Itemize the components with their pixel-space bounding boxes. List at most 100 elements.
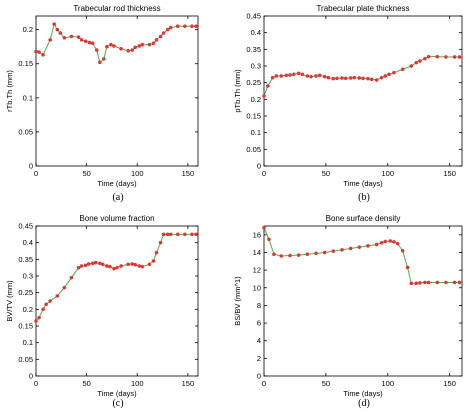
data-point [158,240,163,245]
data-point [452,280,457,285]
y-tick-label: 0 [29,162,33,171]
chart-title: Trabecular rod thickness [73,4,160,13]
x-tick-label: 50 [82,379,90,388]
y-tick-label: 0.35 [18,255,33,264]
data-point [55,27,60,32]
data-point [194,232,198,237]
data-point [52,22,57,26]
data-point [87,40,92,45]
y-tick-label: 0 [29,372,33,381]
data-point [361,76,365,81]
data-point [423,280,427,285]
data-point [340,248,344,252]
data-point [457,280,462,285]
data-point [357,245,362,249]
data-point [151,259,156,263]
data-point [62,285,67,290]
data-point [168,25,173,30]
data-point [83,39,88,44]
y-axis-label: pTb.Th (mm) [233,69,242,113]
data-point [41,307,45,312]
y-tick-label: 0.1 [251,128,261,137]
data-point [374,78,379,82]
data-point [102,57,106,61]
data-point [326,75,331,80]
data-point [392,240,396,244]
data-point [190,24,194,29]
chart-panel-4: Bone surface density 0 50 100 150 0 2 4 6 8 10 12 14… [233,214,463,409]
data-point [444,280,448,285]
plot-frame [35,225,199,377]
data-point [101,262,105,267]
x-tick-label: 0 [34,169,38,178]
data-point [374,242,379,247]
data-point [392,70,396,75]
data-point [190,232,194,237]
data-point [86,262,91,266]
x-tick-label: 0 [34,379,38,388]
x-tick-label: 0 [262,379,266,388]
data-point [126,48,130,53]
data-point [151,41,156,46]
chart-title: Bone surface density [326,214,401,223]
data-point [388,239,393,243]
panel-caption: (d) [358,398,370,409]
chart-panel-1: Trabecular rod thickness 0 50 100 150 0 0.05 0.… [5,4,199,203]
y-tick-label: 0.1 [23,338,33,347]
panel-caption: (c) [112,398,123,409]
data-point [418,281,422,285]
data-point [435,280,440,285]
data-point [366,244,370,248]
y-tick-label: 0.35 [246,45,261,54]
data-point [335,76,339,81]
x-axis-label: Time (days) [343,179,383,188]
data-point [444,55,448,59]
data-point [175,232,180,237]
data-point [262,94,266,98]
data-point [112,44,116,48]
data-point [348,246,353,251]
data-point [48,299,52,303]
series-line [263,56,460,97]
data-point [147,42,152,47]
data-point [34,319,38,323]
y-axis-label: rTb.Th (mm) [5,70,14,112]
y-tick-label: 0 [257,162,261,171]
data-point [387,72,391,77]
data-point [130,262,134,266]
y-tick-label: 0.45 [246,12,261,21]
data-point [383,74,388,78]
y-tick-label: 0.3 [23,272,33,281]
y-tick-label: 0.25 [18,288,33,297]
y-tick-label: 0.2 [23,305,33,314]
y-axis-label: BV/TV (mm) [5,280,14,322]
data-point [357,76,362,80]
data-point [34,49,38,54]
data-point [161,31,166,35]
y-tick-label: 0.4 [23,238,33,247]
data-point [94,48,99,52]
y-tick-label: 0.4 [251,28,261,37]
data-point [137,44,142,48]
data-point [305,74,310,78]
x-tick-label: 50 [322,379,330,388]
x-tick-label: 100 [381,379,394,388]
data-point [133,45,138,50]
x-tick-label: 50 [82,169,90,178]
y-tick-label: 14 [253,248,261,257]
plot-frame [35,15,199,167]
series-line [263,227,460,284]
data-point [140,264,145,269]
y-tick-label: 0.05 [246,145,261,154]
data-point [314,251,318,256]
chart-panel-2: Trabecular plate thickness 0 50 100 150 0 0.05… [233,4,463,203]
y-tick-label: 8 [257,301,261,310]
data-point [90,261,95,266]
data-point [296,253,301,257]
data-point [76,35,81,39]
data-point [409,281,414,286]
x-tick-label: 150 [182,169,195,178]
y-tick-label: 0.05 [18,355,33,364]
x-tick-label: 0 [262,169,266,178]
